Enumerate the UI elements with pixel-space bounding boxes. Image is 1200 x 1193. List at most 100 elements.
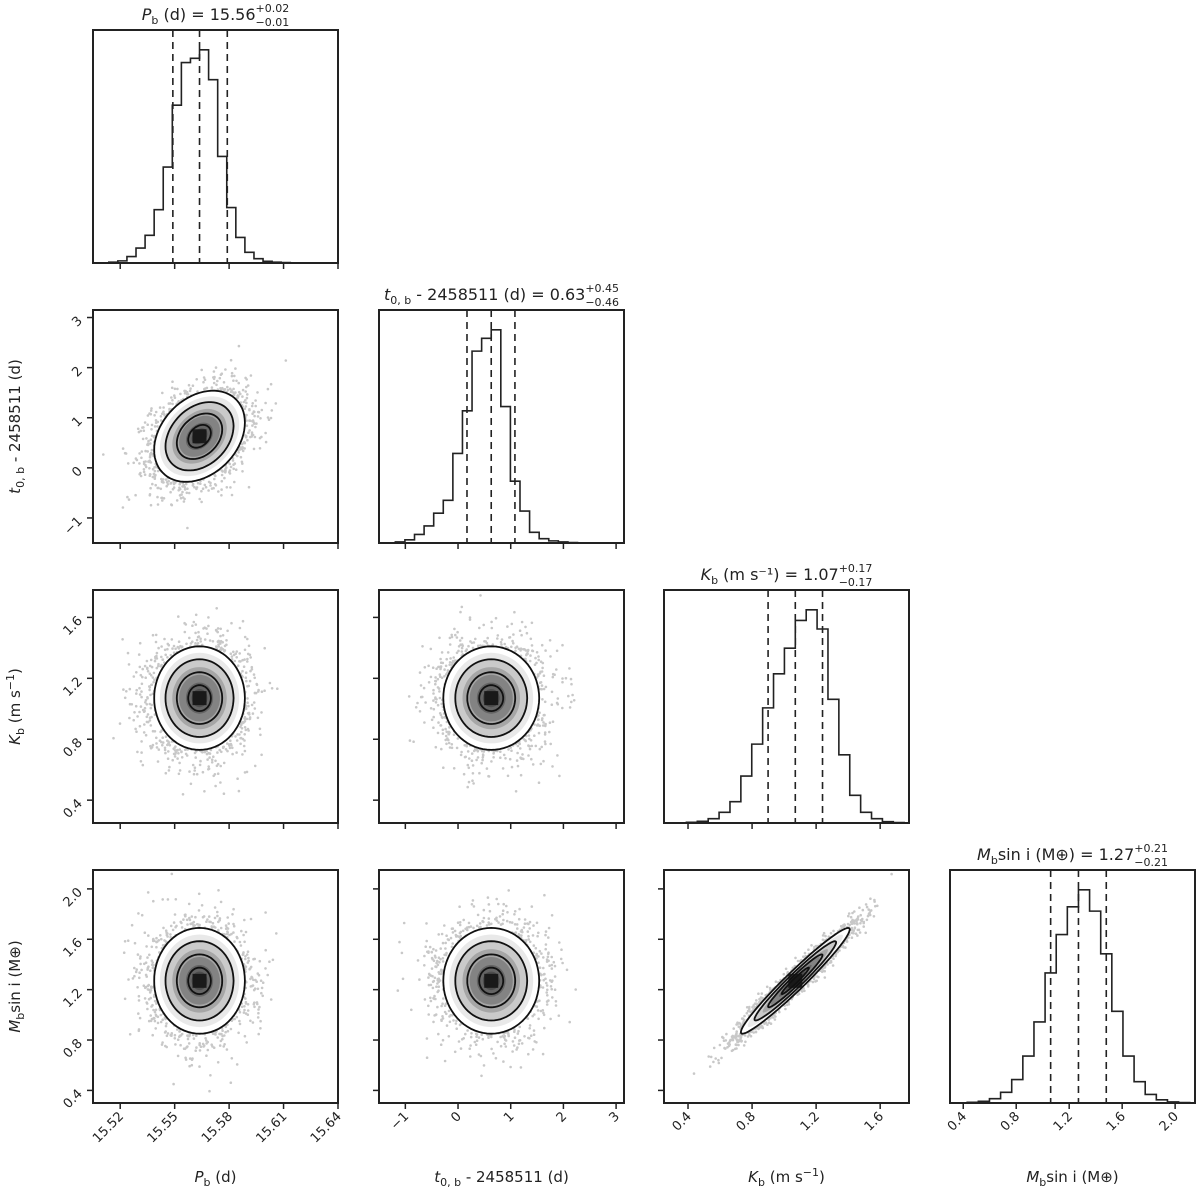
contour-1sigma	[175, 412, 224, 460]
histogram-panel-P_b: Pb (d) = 15.56+0.02 −0.01	[92, 2, 339, 269]
contour-2sigma	[153, 645, 246, 751]
title-value: - 2458511 (d) = 0.63	[411, 285, 585, 304]
contour-2sigma	[153, 389, 246, 483]
x-tick-label: 1.6	[1104, 1109, 1129, 1134]
title-symbol: K	[701, 565, 713, 584]
contour-2sigma	[442, 926, 541, 1035]
y-axis-label-t0_b: t0, b - 2458511 (d)	[6, 359, 27, 494]
axis-label-symbol: M	[1026, 1168, 1039, 1186]
contour-1.5sigma	[164, 940, 235, 1022]
axis-label-text: - 2458511 (d)	[6, 359, 24, 467]
axis-label-symbol: K	[6, 734, 24, 745]
y-tick-label: 2.0	[61, 885, 86, 910]
axis-label-symbol: M	[6, 1020, 24, 1033]
y-tick-label: 0.4	[61, 796, 86, 821]
density-peak	[192, 429, 207, 444]
y-axis-label-Msini_b: Mbsin i (M⊕)	[6, 940, 27, 1032]
scatter-panel-t0_b-vs-Msini_b: −1 0 1 2 3	[373, 869, 625, 1133]
y-tick-label: 1	[69, 414, 85, 430]
contour-1sigma	[175, 953, 224, 1009]
contour-0.5sigma	[478, 684, 505, 713]
panel-frame	[663, 869, 910, 1104]
x-tick-label: 15.58	[199, 1109, 236, 1146]
panel-frame	[663, 589, 910, 824]
axis-label-symbol: t	[6, 487, 24, 494]
x-tick-label: 15.64	[308, 1109, 345, 1146]
x-tick-label: 0	[448, 1109, 464, 1125]
y-tick-label: 1.6	[61, 614, 86, 639]
contour-2sigma	[739, 926, 851, 1035]
panel-frame	[92, 309, 339, 544]
title-subscript: b	[991, 854, 998, 867]
contour-1sigma	[767, 953, 824, 1009]
y-tick-label: 3	[69, 314, 85, 330]
density-peak	[788, 973, 803, 988]
histogram-step-line	[685, 609, 905, 823]
contour-1.5sigma	[164, 658, 235, 738]
contour-1.5sigma	[454, 658, 529, 738]
axis-label-text: (d)	[211, 1168, 237, 1186]
axis-label-text: sin i (M⊕)	[1046, 1168, 1118, 1186]
contour-0.5sigma	[187, 424, 212, 449]
histogram-title: t0, b - 2458511 (d) = 0.63+0.45 −0.46	[384, 282, 619, 309]
title-subscript: b	[711, 574, 718, 587]
y-tick-label: 1.2	[61, 986, 86, 1011]
panel-frame	[949, 869, 1196, 1104]
panel-frame	[378, 589, 625, 824]
histogram-panel-K_b: Kb (m s⁻¹) = 1.07+0.17 −0.17	[663, 562, 910, 829]
axis-label-subscript: 0, b	[14, 467, 27, 488]
density-peak	[484, 973, 499, 988]
histogram-title: Pb (d) = 15.56+0.02 −0.01	[142, 2, 289, 29]
x-axis-label-P_b: Pb (d)	[194, 1168, 236, 1189]
title-subscript: b	[151, 14, 158, 27]
title-plus-error: +0.45	[585, 282, 619, 295]
panel-frame	[92, 29, 339, 264]
y-tick-label: 0.8	[61, 1036, 86, 1061]
x-tick-label: 1.6	[862, 1109, 887, 1134]
panel-content	[407, 594, 576, 793]
contour-2sigma	[153, 926, 246, 1035]
panel-content	[396, 889, 578, 1078]
x-tick-label: 1.2	[798, 1109, 823, 1134]
x-tick-label: 0.4	[945, 1109, 970, 1134]
panel-content	[112, 607, 279, 796]
axis-label-symbol: P	[194, 1168, 204, 1186]
x-axis-label-t0_b: t0, b - 2458511 (d)	[434, 1168, 569, 1189]
y-tick-label: 1.2	[61, 675, 86, 700]
histogram-title: Kb (m s⁻¹) = 1.07+0.17 −0.17	[701, 562, 873, 589]
axis-label-text: (m s	[6, 690, 24, 728]
axis-label-subscript: b	[204, 1176, 211, 1189]
panel-content	[102, 344, 288, 543]
axis-label-symbol: t	[434, 1168, 441, 1186]
panel-content	[692, 872, 893, 1075]
panel-content	[394, 310, 588, 543]
title-minus-error: −0.17	[839, 576, 873, 589]
density-peak	[484, 691, 499, 706]
x-tick-label: −1	[388, 1109, 412, 1133]
axis-label-end: )	[819, 1168, 825, 1186]
axis-label-superscript: −1	[803, 1166, 819, 1179]
y-tick-label: 2	[69, 364, 85, 380]
x-axis-label-K_b: Kb (m s−1)	[748, 1166, 825, 1189]
panel-frame	[378, 309, 625, 544]
panel-content	[107, 30, 292, 263]
y-tick-label: 0.4	[61, 1087, 86, 1112]
title-value: (d) = 15.56	[158, 5, 255, 24]
panel-frame	[378, 869, 625, 1104]
x-tick-label: 3	[606, 1109, 622, 1125]
scatter-panel-P_b-vs-t0_b: −1 0 1 2 3	[62, 309, 339, 549]
title-symbol: P	[142, 5, 152, 24]
x-tick-label: 2	[554, 1109, 570, 1125]
y-tick-label: 1.6	[61, 935, 86, 960]
y-axis-label-K_b: Kb (m s−1)	[4, 668, 27, 745]
x-tick-label: 2.0	[1157, 1109, 1182, 1134]
x-tick-label: 15.55	[145, 1109, 182, 1146]
scatter-panel-P_b-vs-K_b: 0.4 0.8 1.2 1.6	[61, 589, 339, 829]
axis-label-subscript: 0, b	[440, 1176, 461, 1189]
scatter-panel-P_b-vs-Msini_b: 15.52 15.55 15.58 15.61 15.64 0.4 0.8 1.2 1.6 2.0	[61, 869, 345, 1146]
x-tick-label: 0.4	[670, 1109, 695, 1134]
y-tick-label: 0.8	[61, 735, 86, 760]
y-tick-label: 0	[69, 464, 85, 480]
contour-1.5sigma	[454, 940, 529, 1022]
